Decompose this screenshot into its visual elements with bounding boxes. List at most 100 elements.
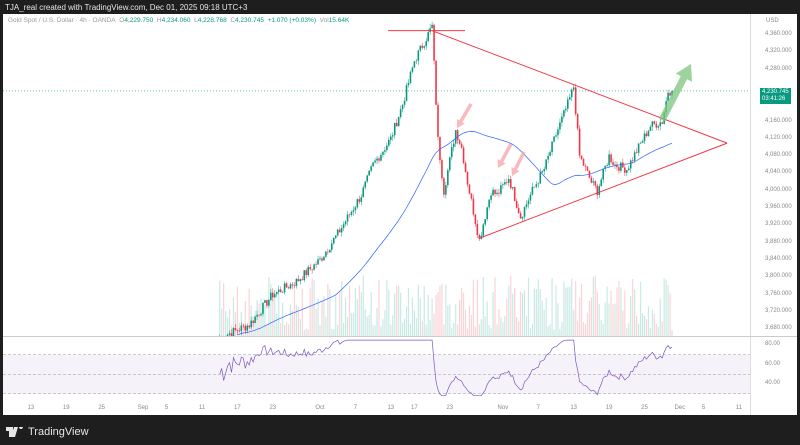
candle-body — [258, 314, 260, 316]
candle-body — [277, 289, 280, 292]
volume-bar — [384, 310, 386, 336]
candle-body — [486, 207, 488, 220]
volume-bar — [655, 323, 657, 336]
time-tick: 7 — [536, 405, 540, 411]
volume-bar — [356, 299, 358, 336]
price-tick: 4,320.000 — [765, 48, 792, 55]
volume-bar — [521, 293, 524, 336]
candle-body — [405, 85, 408, 101]
candle-body — [645, 133, 648, 137]
volume-bar — [500, 317, 502, 336]
candle-body — [484, 219, 486, 225]
candle-body — [338, 229, 341, 233]
candle-body — [297, 278, 300, 282]
volume-bar — [236, 286, 238, 336]
candle-body — [403, 100, 406, 105]
volume-bar — [543, 309, 545, 336]
price-axis[interactable] — [750, 14, 797, 415]
rsi-tick: 80.00 — [765, 341, 781, 347]
candle-body — [543, 169, 545, 172]
volume-bar — [382, 319, 384, 336]
volume-bar — [311, 278, 313, 336]
tradingview-logo-icon — [6, 427, 23, 437]
volume-bar — [443, 324, 445, 336]
candle-body — [244, 325, 247, 331]
volume-bar — [537, 279, 539, 336]
volume-bar — [366, 316, 368, 336]
volume-bar — [335, 296, 337, 336]
volume-bar — [305, 328, 307, 336]
candle-body — [311, 269, 313, 270]
time-tick: Dec — [674, 405, 686, 411]
volume-bar — [565, 287, 567, 336]
candle-body — [360, 197, 363, 202]
volume-bar — [390, 324, 392, 336]
volume-bar — [403, 318, 406, 336]
tradingview-logo[interactable]: TradingView — [6, 426, 89, 438]
volume-bar — [573, 309, 575, 336]
volume-bar — [323, 295, 325, 336]
time-tick: 11 — [198, 405, 206, 411]
last-price-tag: 4,230.745 03:41:26 — [760, 88, 791, 104]
volume-bar — [427, 294, 429, 336]
volume-bar — [264, 304, 266, 336]
candle-body — [301, 279, 304, 281]
chart-frame[interactable] — [3, 14, 750, 415]
volume-bar — [295, 304, 297, 336]
volume-bar — [331, 329, 333, 336]
volume-bar — [280, 323, 282, 336]
candle-body — [651, 121, 654, 127]
volume-bar — [455, 304, 457, 336]
candle-body — [388, 139, 390, 146]
volume-bar — [228, 308, 231, 336]
volume-bar — [329, 288, 331, 336]
candle-body — [612, 162, 614, 165]
volume-bar — [368, 314, 370, 336]
candle-body — [647, 130, 650, 137]
volume-bar — [415, 318, 417, 336]
volume-bar — [223, 283, 225, 336]
volume-bar — [398, 285, 400, 336]
candle-body — [281, 292, 284, 293]
candle-body — [391, 135, 394, 137]
volume-bar — [270, 283, 272, 336]
volume-bar — [360, 292, 362, 336]
candle-body — [323, 256, 325, 261]
brand-name: TradingView — [28, 426, 89, 438]
candle-body — [500, 185, 502, 194]
time-tick: 11 — [735, 405, 743, 411]
candle-body — [272, 292, 274, 298]
candle-body — [456, 130, 459, 141]
candle-body — [248, 325, 250, 328]
candle-body — [305, 270, 308, 276]
volume-bar — [602, 324, 604, 336]
candle-body — [529, 194, 532, 201]
candle-body — [219, 338, 221, 339]
volume-bar — [502, 322, 504, 336]
price-tick: 4,080.000 — [765, 152, 792, 159]
volume-bar — [561, 322, 563, 336]
volume-bar — [299, 318, 301, 336]
volume-bar — [419, 298, 421, 336]
volume-bar — [539, 289, 541, 336]
candle-body — [401, 104, 404, 110]
candle-body — [454, 130, 457, 144]
candle-body — [620, 162, 622, 171]
volume-bar — [559, 328, 561, 336]
candle-body — [449, 157, 451, 171]
volume-bar — [445, 284, 447, 336]
candle-body — [399, 109, 402, 118]
candle-body — [643, 133, 646, 142]
volume-bar — [453, 323, 455, 336]
candle-body — [604, 166, 606, 169]
candle-body — [411, 67, 414, 72]
volume-bar — [639, 282, 642, 336]
chart-caption: TJA_real created with TradingView.com, D… — [5, 3, 248, 12]
candle-body — [635, 152, 638, 153]
volume-bar — [514, 287, 516, 336]
candle-body — [478, 235, 481, 239]
candle-body — [618, 167, 620, 171]
candle-body — [364, 181, 367, 188]
volume-bar — [488, 325, 490, 336]
